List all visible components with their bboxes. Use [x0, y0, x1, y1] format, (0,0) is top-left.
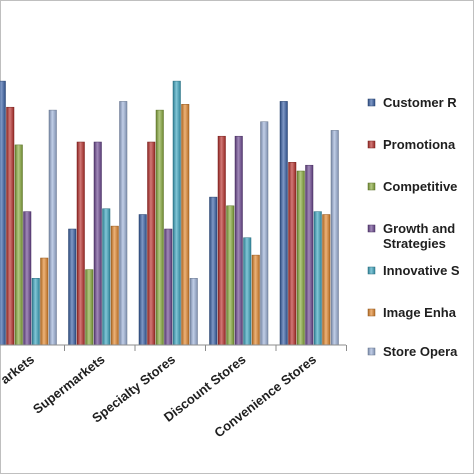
legend-label: Innovative S	[383, 263, 460, 278]
bar-3-3	[234, 135, 243, 346]
bar-6-2	[189, 278, 198, 346]
bar-1-0	[6, 106, 15, 346]
bar-2-2	[155, 109, 164, 346]
legend-swatch	[367, 224, 376, 233]
legend-swatch	[367, 266, 376, 275]
legend-label: Customer R	[383, 95, 457, 110]
bar-2-1	[85, 269, 94, 346]
bar-3-4	[305, 164, 314, 346]
bar-0-4	[279, 101, 288, 346]
bar-4-3	[243, 237, 252, 346]
legend-swatch	[367, 98, 376, 107]
bar-3-0	[23, 211, 32, 346]
x-ticks-layer	[64, 345, 347, 351]
legend-swatch	[367, 182, 376, 191]
legend-label: Competitive	[383, 179, 457, 194]
bar-6-1	[119, 101, 128, 346]
bar-2-4	[296, 170, 305, 346]
bar-5-2	[181, 104, 190, 346]
bar-3-1	[93, 141, 102, 346]
bar-4-4	[313, 211, 322, 346]
bar-5-1	[110, 225, 119, 346]
bar-0-3	[209, 196, 218, 346]
legend-label-line2: Strategies	[383, 236, 446, 251]
bar-3-2	[164, 228, 173, 346]
bar-6-4	[330, 130, 339, 346]
legend: Customer R Promotiona Competitive Growth an…	[367, 95, 460, 359]
bar-2-0	[14, 144, 23, 346]
bar-4-1	[102, 208, 111, 346]
bar-5-0	[40, 257, 49, 346]
legend-label: Store Opera	[383, 344, 458, 359]
bar-0-2	[138, 214, 147, 346]
bar-1-2	[147, 141, 156, 346]
bar-1-4	[288, 162, 297, 346]
legend-label: Promotiona	[383, 137, 456, 152]
bar-4-0	[31, 278, 40, 346]
bar-0-0	[0, 80, 6, 346]
legend-label: Growth and	[383, 221, 455, 236]
bar-5-3	[251, 254, 260, 346]
bar-4-2	[172, 80, 181, 346]
bar-1-1	[76, 141, 85, 346]
legend-swatch	[367, 140, 376, 149]
bar-2-3	[226, 205, 235, 346]
bar-1-3	[217, 135, 226, 346]
bars-layer	[0, 80, 339, 346]
legend-swatch	[367, 347, 376, 356]
legend-label: Image Enha	[383, 305, 457, 320]
legend-swatch	[367, 308, 376, 317]
bar-6-3	[260, 121, 269, 346]
bar-5-4	[322, 214, 331, 346]
bar-6-0	[48, 109, 57, 346]
bar-0-1	[68, 228, 77, 346]
